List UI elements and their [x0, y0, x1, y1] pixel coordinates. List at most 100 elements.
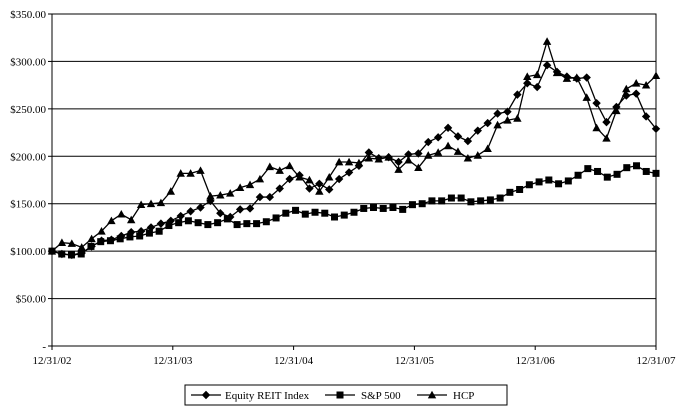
data-point-equity-reit-index — [493, 109, 502, 118]
x-tick-label: 12/31/06 — [516, 355, 556, 367]
data-point-equity-reit-index — [394, 157, 403, 167]
data-point-s-p-500 — [496, 194, 504, 202]
data-point-hcp — [186, 169, 195, 177]
data-point-s-p-500 — [272, 214, 280, 222]
data-point-hcp — [443, 141, 453, 150]
data-point-s-p-500 — [155, 227, 163, 235]
data-point-s-p-500 — [360, 204, 368, 212]
data-point-s-p-500 — [243, 220, 251, 228]
data-point-equity-reit-index — [463, 136, 473, 146]
data-point-hcp — [404, 155, 413, 164]
data-point-equity-reit-index — [325, 185, 334, 194]
data-point-hcp — [473, 151, 482, 159]
data-point-hcp — [463, 153, 473, 162]
data-point-s-p-500 — [477, 197, 485, 205]
data-point-s-p-500 — [292, 206, 300, 214]
data-point-s-p-500 — [623, 164, 631, 172]
data-point-s-p-500 — [165, 222, 173, 230]
y-tick-label: $350.00 — [10, 9, 46, 21]
data-point-equity-reit-index — [255, 192, 265, 202]
data-point-hcp — [552, 68, 562, 77]
data-point-hcp — [433, 148, 443, 156]
data-point-hcp — [166, 187, 176, 195]
data-point-hcp — [523, 72, 532, 80]
axes — [51, 13, 657, 347]
data-point-hcp — [245, 180, 255, 189]
data-point-s-p-500 — [214, 219, 222, 227]
data-point-hcp — [117, 209, 126, 218]
data-point-hcp — [344, 157, 354, 166]
y-tick-label: $250.00 — [10, 104, 46, 116]
legend: Equity REIT Index S&P 500 HCP — [184, 384, 508, 406]
data-point-s-p-500 — [399, 205, 407, 213]
data-point-s-p-500 — [97, 238, 105, 246]
data-point-hcp — [374, 154, 383, 163]
data-point-hcp — [295, 172, 304, 181]
data-point-hcp — [127, 215, 136, 224]
data-point-s-p-500 — [58, 250, 66, 258]
data-point-hcp — [285, 161, 294, 170]
data-point-equity-reit-index — [503, 107, 512, 116]
data-point-s-p-500 — [136, 232, 144, 240]
data-point-s-p-500 — [184, 217, 192, 225]
data-point-hcp — [542, 37, 552, 45]
data-point-equity-reit-index — [285, 174, 294, 184]
data-point-hcp — [334, 157, 344, 166]
data-point-s-p-500 — [67, 251, 75, 259]
data-point-equity-reit-index — [622, 91, 631, 100]
data-point-s-p-500 — [87, 242, 95, 250]
data-point-hcp — [315, 187, 324, 195]
data-point-s-p-500 — [486, 196, 494, 204]
data-point-s-p-500 — [408, 201, 416, 209]
data-point-hcp — [384, 153, 393, 161]
data-point-s-p-500 — [175, 219, 183, 227]
data-point-hcp — [622, 84, 631, 93]
data-point-s-p-500 — [194, 219, 202, 227]
data-point-equity-reit-index — [483, 118, 492, 128]
data-point-s-p-500 — [204, 221, 212, 229]
data-point-hcp — [156, 198, 166, 207]
data-point-s-p-500 — [389, 204, 397, 212]
data-point-equity-reit-index — [334, 174, 344, 184]
data-point-s-p-500 — [642, 167, 650, 175]
data-point-hcp — [226, 189, 235, 197]
data-point-s-p-500 — [369, 204, 377, 212]
data-point-s-p-500 — [282, 209, 290, 217]
data-point-hcp — [87, 234, 96, 243]
legend-item-equity-reit-index: Equity REIT Index — [191, 390, 310, 402]
data-point-hcp — [532, 70, 542, 79]
series-equity-reit-index — [47, 61, 661, 260]
data-point-s-p-500 — [233, 221, 241, 229]
data-point-s-p-500 — [447, 194, 455, 202]
data-point-hcp — [107, 216, 116, 225]
data-point-s-p-500 — [253, 220, 261, 228]
data-point-hcp — [394, 165, 403, 173]
data-point-equity-reit-index — [414, 149, 423, 158]
data-point-equity-reit-index — [542, 61, 552, 70]
legend-label: S&P 500 — [361, 390, 401, 402]
x-tick-label: 12/31/07 — [636, 355, 676, 367]
y-axis-ticks: - $50.00 $100.00 $150.00 $200.00 $250.00 $300.… — [10, 9, 52, 353]
data-point-equity-reit-index — [532, 82, 542, 92]
data-point-equity-reit-index — [166, 216, 176, 225]
data-point-s-p-500 — [564, 177, 572, 185]
data-point-s-p-500 — [457, 194, 465, 202]
legend-triangle-icon — [427, 390, 437, 399]
data-point-hcp — [631, 79, 641, 87]
data-point-s-p-500 — [301, 210, 309, 218]
data-point-s-p-500 — [321, 209, 329, 217]
x-tick-label: 12/31/03 — [153, 355, 193, 367]
data-point-equity-reit-index — [443, 123, 453, 133]
x-tick-label: 12/31/02 — [32, 355, 71, 367]
data-point-hcp — [503, 116, 512, 124]
data-point-hcp — [176, 169, 185, 177]
data-point-equity-reit-index — [235, 205, 245, 214]
data-point-equity-reit-index — [156, 219, 166, 228]
data-point-s-p-500 — [633, 162, 641, 170]
data-point-s-p-500 — [594, 167, 602, 175]
data-point-hcp — [305, 175, 314, 184]
data-point-s-p-500 — [506, 188, 514, 196]
data-point-equity-reit-index — [216, 209, 225, 218]
data-point-s-p-500 — [340, 211, 348, 219]
plot-frame — [51, 13, 657, 347]
